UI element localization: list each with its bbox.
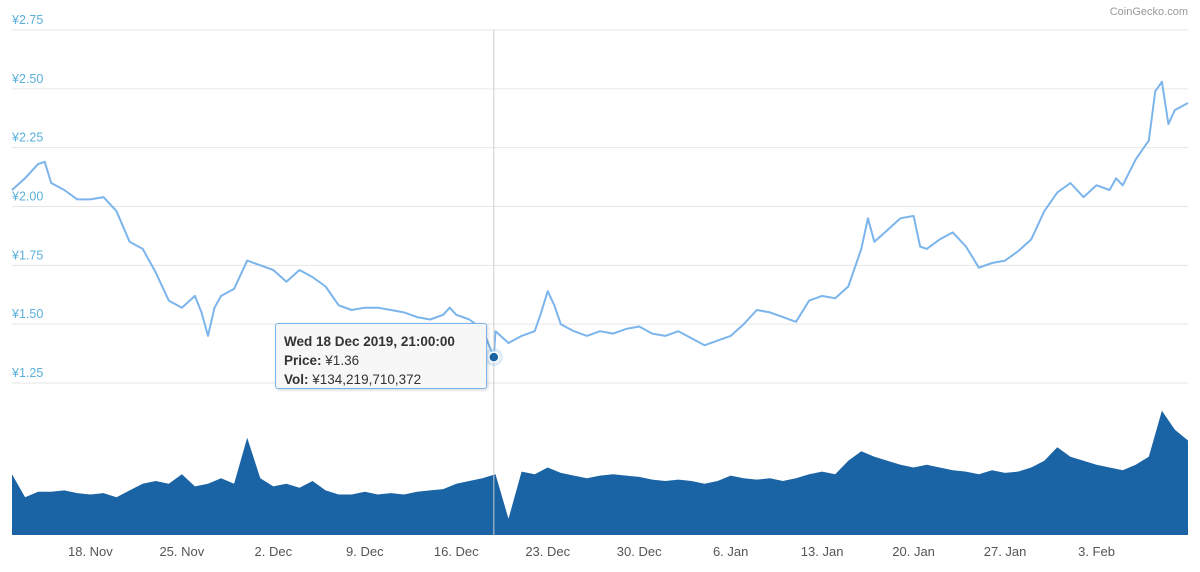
tooltip-vol-label: Vol: [284,372,309,387]
price-series [11,80,1189,359]
credit-label[interactable]: CoinGecko.com [1109,6,1188,18]
grid-lines [12,29,1188,384]
x-tick-label: 27. Jan [984,544,1027,559]
x-tick-label: 23. Dec [525,544,570,559]
x-tick-label: 30. Dec [617,544,662,559]
y-tick-label: ¥1.75 [11,248,43,262]
y-axis-ticks: ¥1.25 ¥1.50 ¥1.75 ¥2.00 ¥2.25 ¥2.50 ¥2.75 [11,13,43,380]
tooltip-date: Wed 18 Dec 2019, 21:00:00 [284,334,455,349]
y-tick-label: ¥2.50 [11,72,43,86]
volume-area [12,410,1188,535]
marker-point [488,351,500,363]
x-tick-label: 6. Jan [713,544,748,559]
y-tick-label: ¥1.50 [11,307,43,321]
tooltip-vol-value: ¥134,219,710,372 [312,372,422,387]
y-tick-label: ¥2.25 [11,131,43,145]
x-tick-label: 18. Nov [68,544,113,559]
x-tick-label: 3. Feb [1078,544,1115,559]
x-tick-label: 13. Jan [801,544,844,559]
x-axis-ticks: 18. Nov 25. Nov 2. Dec 9. Dec 16. Dec 23. Dec… [68,544,1115,559]
x-tick-label: 16. Dec [434,544,479,559]
tooltip-price-row: Price: ¥1.36 [284,351,478,370]
x-tick-label: 20. Jan [892,544,935,559]
price-line [11,80,1189,359]
crosshair [484,30,503,535]
x-tick-label: 2. Dec [255,544,293,559]
y-tick-label: ¥2.00 [11,190,43,204]
tooltip-price-value: ¥1.36 [325,353,360,368]
volume-area-path [12,410,1188,535]
tooltip-vol-row: Vol: ¥134,219,710,372 [284,370,478,389]
tooltip: Wed 18 Dec 2019, 21:00:00 Price: ¥1.36 V… [275,323,487,389]
x-tick-label: 9. Dec [346,544,384,559]
y-tick-label: ¥2.75 [11,13,43,27]
y-tick-label: ¥1.25 [11,366,43,380]
tooltip-price-label: Price: [284,353,322,368]
x-tick-label: 25. Nov [159,544,204,559]
